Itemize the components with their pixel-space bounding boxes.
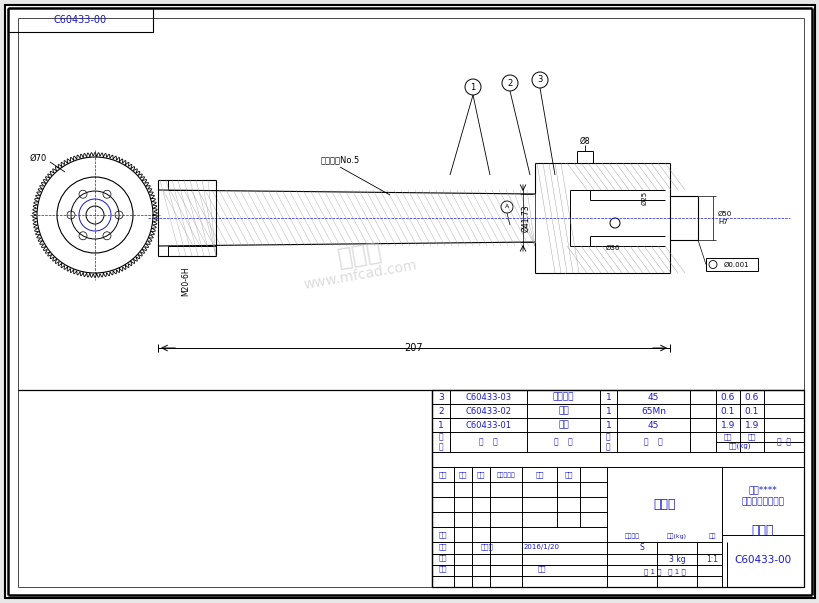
Text: 0.6: 0.6 <box>744 393 758 402</box>
Text: 名    称: 名 称 <box>554 438 572 446</box>
Text: 45: 45 <box>647 393 658 402</box>
Text: 签名: 签名 <box>535 472 544 478</box>
Text: S: S <box>639 543 644 552</box>
Text: 3 kg: 3 kg <box>667 555 685 564</box>
Text: 工艺: 工艺 <box>438 566 446 572</box>
Text: 装配图: 装配图 <box>653 499 675 511</box>
Text: 0.6: 0.6 <box>720 393 735 402</box>
Text: www.mfcad.com: www.mfcad.com <box>302 258 417 292</box>
Text: 0.1: 0.1 <box>744 406 758 415</box>
Text: C60433-02: C60433-02 <box>465 406 511 415</box>
Text: 车夹具: 车夹具 <box>751 523 773 537</box>
Text: 1: 1 <box>605 420 611 429</box>
Text: Ø25: Ø25 <box>641 191 647 205</box>
Text: 材    料: 材 料 <box>644 438 662 446</box>
Text: C60433-03: C60433-03 <box>465 393 511 402</box>
Text: 阶段标记: 阶段标记 <box>624 533 639 539</box>
Text: 张丹成: 张丹成 <box>480 544 493 551</box>
Text: 检阅: 检阅 <box>438 544 446 551</box>
Text: 夹头: 夹头 <box>558 406 568 415</box>
Text: 3: 3 <box>437 393 443 402</box>
Text: 共 1 页   第 1 页: 共 1 页 第 1 页 <box>643 569 685 575</box>
Text: 日期: 日期 <box>564 472 572 478</box>
Text: Ø36: Ø36 <box>605 245 619 251</box>
Text: C60433-01: C60433-01 <box>465 420 511 429</box>
Text: 锥柄: 锥柄 <box>558 420 568 429</box>
Text: 重量(kg): 重量(kg) <box>666 533 686 539</box>
Text: 更改文件号: 更改文件号 <box>496 472 515 478</box>
Text: 莫氏圆锥No.5: 莫氏圆锥No.5 <box>320 156 360 165</box>
Text: M20-6H: M20-6H <box>181 266 190 295</box>
Text: 207: 207 <box>405 343 423 353</box>
Text: Ø0.001: Ø0.001 <box>722 262 748 268</box>
Text: 65Mn: 65Mn <box>640 406 665 415</box>
Text: 1: 1 <box>437 420 443 429</box>
Bar <box>8 8 153 32</box>
Text: 1: 1 <box>605 393 611 402</box>
Text: 号: 号 <box>438 443 443 452</box>
Text: 锁紧螺母: 锁紧螺母 <box>552 393 573 402</box>
Bar <box>705 258 757 271</box>
Text: 处数: 处数 <box>458 472 467 478</box>
Text: 45: 45 <box>647 420 658 429</box>
Text: 序: 序 <box>438 432 443 441</box>
Text: 底图: 底图 <box>537 566 545 572</box>
Text: A: A <box>505 204 509 209</box>
Text: 1:1: 1:1 <box>705 555 717 564</box>
Text: 北京****: 北京**** <box>748 485 776 494</box>
Text: 代    号: 代 号 <box>478 438 497 446</box>
Text: 标记: 标记 <box>438 472 446 478</box>
Text: 总计: 总计 <box>747 434 755 440</box>
Text: 1.9: 1.9 <box>720 420 735 429</box>
Text: 设计: 设计 <box>438 532 446 538</box>
Text: 量: 量 <box>604 443 609 452</box>
Text: 3: 3 <box>536 75 542 84</box>
Text: C60433-00: C60433-00 <box>734 555 790 565</box>
Text: 2: 2 <box>507 78 512 87</box>
Text: Ø8: Ø8 <box>579 136 590 145</box>
Text: 沐风网: 沐风网 <box>335 239 384 271</box>
Text: Ø41.73: Ø41.73 <box>520 204 529 232</box>
Text: 备  注: 备 注 <box>776 438 790 446</box>
Text: 单件: 单件 <box>723 434 731 440</box>
Text: 分区: 分区 <box>476 472 485 478</box>
Text: 1: 1 <box>470 83 475 92</box>
Text: 1: 1 <box>605 406 611 415</box>
Bar <box>432 390 803 587</box>
Text: C60433-00: C60433-00 <box>53 15 106 25</box>
Circle shape <box>609 218 619 228</box>
Text: 数: 数 <box>604 432 609 441</box>
Text: 0.1: 0.1 <box>720 406 735 415</box>
Text: Ø70: Ø70 <box>29 154 47 162</box>
Text: 审核: 审核 <box>438 555 446 561</box>
Text: Ø50
H7: Ø50 H7 <box>717 211 731 225</box>
Text: 比例: 比例 <box>708 533 715 539</box>
Text: 2: 2 <box>437 406 443 415</box>
Text: 重量(kg): 重量(kg) <box>728 443 750 449</box>
Text: 科技有限责任公司: 科技有限责任公司 <box>740 497 784 507</box>
Text: 2016/1/20: 2016/1/20 <box>523 544 559 550</box>
Text: 1.9: 1.9 <box>744 420 758 429</box>
